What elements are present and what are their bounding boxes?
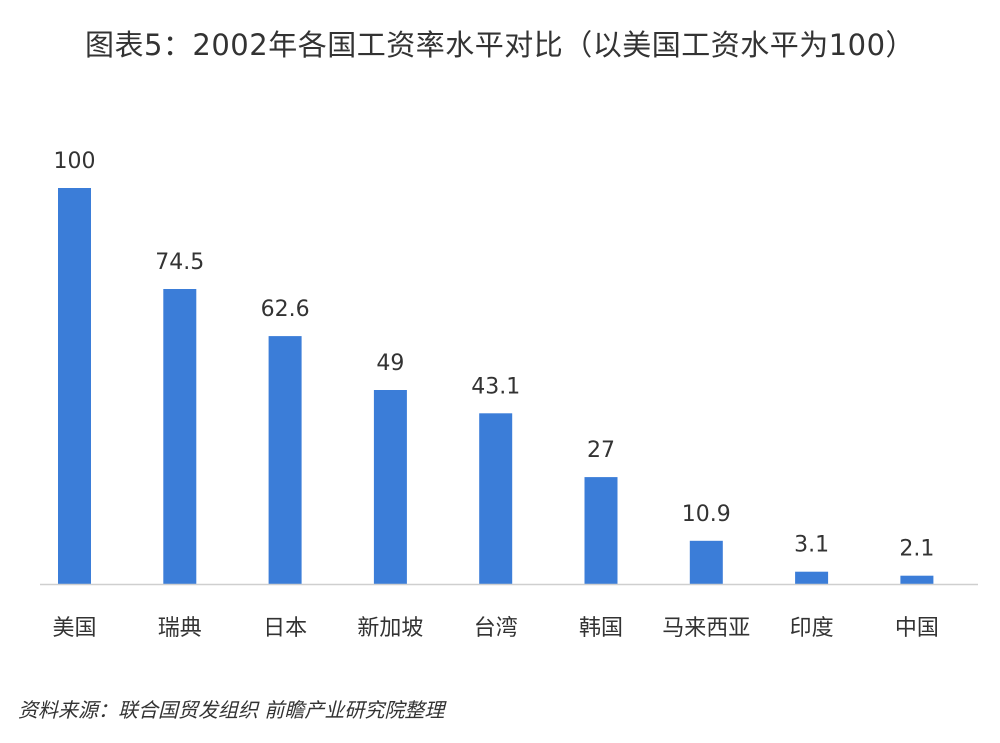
value-label-8: 2.1 [899,537,934,562]
category-label-5: 韩国 [579,616,623,641]
bar-chart: 100 74.5 62.6 49 43.1 27 10.9 3.1 2.1 美国 瑞典 日本 新加坡 台… [40,149,978,641]
category-label-3: 新加坡 [357,616,423,641]
value-label-5: 27 [587,438,615,463]
bar-5 [584,477,618,584]
category-label-7: 印度 [790,616,834,641]
value-labels-group: 100 74.5 62.6 49 43.1 27 10.9 3.1 2.1 [54,149,935,562]
value-label-2: 62.6 [261,297,310,322]
bars-group [58,188,934,584]
category-label-6: 马来西亚 [662,616,750,641]
value-label-1: 74.5 [155,250,204,275]
value-label-3: 49 [376,351,404,376]
category-label-0: 美国 [52,616,96,641]
value-label-7: 3.1 [794,533,829,558]
value-label-6: 10.9 [682,502,731,527]
chart-title: 图表5：2002年各国工资率水平对比（以美国工资水平为100） [84,28,916,62]
bar-6 [689,540,723,584]
category-label-8: 中国 [895,616,939,641]
source-note: 资料来源：联合国贸发组织 前瞻产业研究院整理 [18,698,445,722]
bar-4 [479,413,513,584]
bar-1 [163,289,197,584]
category-labels-group: 美国 瑞典 日本 新加坡 台湾 韩国 马来西亚 印度 中国 [52,616,938,641]
bar-0 [58,188,91,584]
category-label-1: 瑞典 [158,616,202,641]
bar-2 [268,336,302,584]
value-label-0: 100 [54,149,96,174]
bar-3 [373,390,407,584]
category-label-4: 台湾 [474,616,518,641]
value-label-4: 43.1 [471,374,520,399]
bar-8 [900,575,934,584]
bar-7 [795,571,829,584]
category-label-2: 日本 [263,616,307,641]
